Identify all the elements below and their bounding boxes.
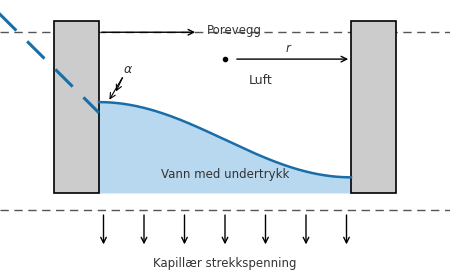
- Bar: [351, 21, 396, 193]
- Text: r: r: [286, 42, 290, 55]
- Text: α: α: [124, 63, 132, 76]
- Text: Vann med undertrykk: Vann med undertrykk: [161, 168, 289, 181]
- Polygon shape: [99, 102, 351, 193]
- Text: Kapillær strekkspenning: Kapillær strekkspenning: [153, 257, 297, 270]
- Text: Luft: Luft: [249, 74, 273, 87]
- Text: Porevegg: Porevegg: [207, 24, 262, 37]
- Bar: [54, 21, 99, 193]
